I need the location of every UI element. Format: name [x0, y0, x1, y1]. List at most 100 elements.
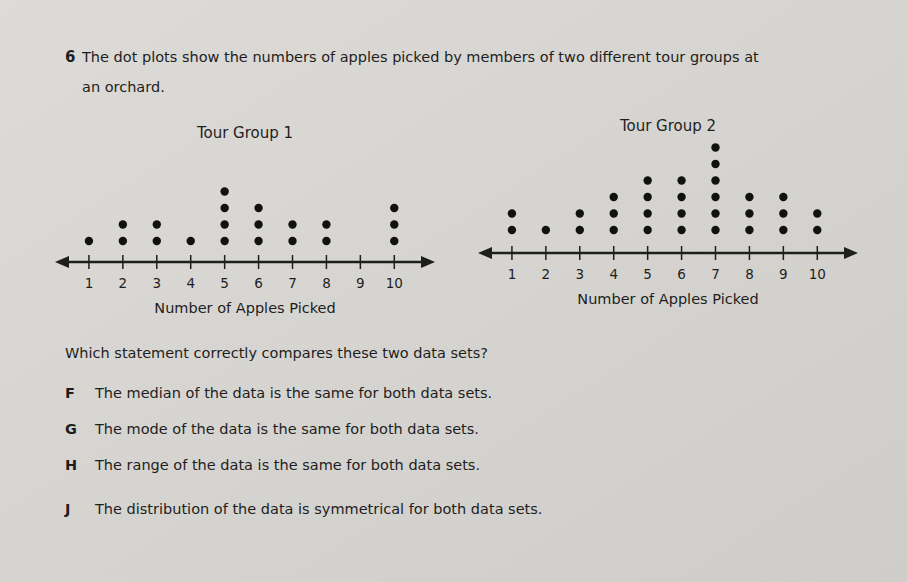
dot	[677, 176, 685, 184]
dots	[508, 143, 822, 234]
tick	[122, 255, 124, 269]
prompt-line: The dot plots show the numbers of apples…	[81, 49, 759, 65]
axis-arrow	[55, 256, 69, 268]
tick-label: 4	[609, 266, 618, 282]
chart-title: Tour Group 2	[619, 117, 716, 135]
option-text: The distribution of the data is symmetri…	[94, 501, 542, 517]
dot	[677, 226, 685, 234]
axis-line	[61, 261, 429, 264]
prompt-line: an orchard.	[82, 79, 165, 95]
dot	[220, 237, 228, 245]
dot	[711, 176, 719, 184]
tick-label: 1	[508, 266, 517, 282]
dot	[153, 237, 161, 245]
dot	[610, 193, 618, 201]
dot	[745, 226, 753, 234]
dot	[711, 143, 719, 151]
tick	[156, 255, 158, 269]
tick	[681, 246, 683, 260]
tick-label: 9	[356, 275, 365, 291]
tick-label: 1	[85, 275, 94, 291]
option-text: The median of the data is the same for b…	[94, 385, 492, 401]
dot	[220, 220, 228, 228]
tick-label: 6	[254, 275, 263, 291]
option-text: The mode of the data is the same for bot…	[94, 421, 479, 437]
option-text: The range of the data is the same for bo…	[94, 457, 480, 473]
tick-label: 10	[386, 275, 403, 291]
tick	[190, 255, 192, 269]
dot	[711, 160, 719, 168]
dot	[711, 193, 719, 201]
question-number: 6	[65, 48, 75, 66]
tick-label: 8	[745, 266, 754, 282]
dot	[85, 237, 93, 245]
dot	[390, 237, 398, 245]
option-letter: J	[64, 501, 70, 517]
tick	[545, 246, 547, 260]
axis-label: Number of Apples Picked	[154, 300, 335, 316]
dot	[576, 226, 584, 234]
dot	[610, 209, 618, 217]
tick	[511, 246, 513, 260]
dot	[610, 226, 618, 234]
dot	[508, 226, 516, 234]
dot	[745, 193, 753, 201]
tick	[258, 255, 260, 269]
option-letter: F	[65, 385, 75, 401]
option-letter: H	[65, 457, 77, 473]
dot	[779, 226, 787, 234]
axis-label: Number of Apples Picked	[577, 291, 758, 307]
dot	[643, 193, 651, 201]
dot	[677, 209, 685, 217]
dot-plot: Tour Group 212345678910Number of Apples …	[478, 117, 858, 307]
tick	[749, 246, 751, 260]
dots	[85, 187, 399, 245]
dot	[542, 226, 550, 234]
axis-arrow	[478, 247, 492, 259]
tick-label: 4	[186, 275, 195, 291]
tick	[224, 255, 226, 269]
dot	[220, 204, 228, 212]
dot	[711, 209, 719, 217]
dot	[119, 237, 127, 245]
dot	[390, 220, 398, 228]
dot	[813, 209, 821, 217]
dot	[254, 220, 262, 228]
tick-label: 7	[288, 275, 297, 291]
option-letter: G	[65, 421, 77, 437]
tick-label: 5	[220, 275, 229, 291]
tick-label: 3	[152, 275, 161, 291]
question-ask: Which statement correctly compares these…	[65, 345, 488, 361]
tick	[647, 246, 649, 260]
tick	[394, 255, 396, 269]
tick-label: 2	[542, 266, 551, 282]
tick-label: 3	[575, 266, 584, 282]
dot	[390, 204, 398, 212]
dot	[288, 237, 296, 245]
dot	[254, 204, 262, 212]
tick	[88, 255, 90, 269]
tick-label: 6	[677, 266, 686, 282]
axis-arrow	[844, 247, 858, 259]
dot	[153, 220, 161, 228]
tick	[783, 246, 785, 260]
tick	[817, 246, 819, 260]
background	[0, 0, 907, 582]
dot	[643, 226, 651, 234]
dot	[643, 176, 651, 184]
tick	[326, 255, 328, 269]
dot	[779, 209, 787, 217]
dot	[813, 226, 821, 234]
page: 6 The dot plots show the numbers of apple…	[0, 0, 907, 582]
tick-label: 2	[119, 275, 128, 291]
tick-label: 9	[779, 266, 788, 282]
dot	[711, 226, 719, 234]
tick	[292, 255, 294, 269]
tick-label: 5	[643, 266, 652, 282]
dot	[254, 237, 262, 245]
dot	[643, 209, 651, 217]
dot	[576, 209, 584, 217]
tick-label: 8	[322, 275, 331, 291]
tick	[613, 246, 615, 260]
dot	[322, 220, 330, 228]
